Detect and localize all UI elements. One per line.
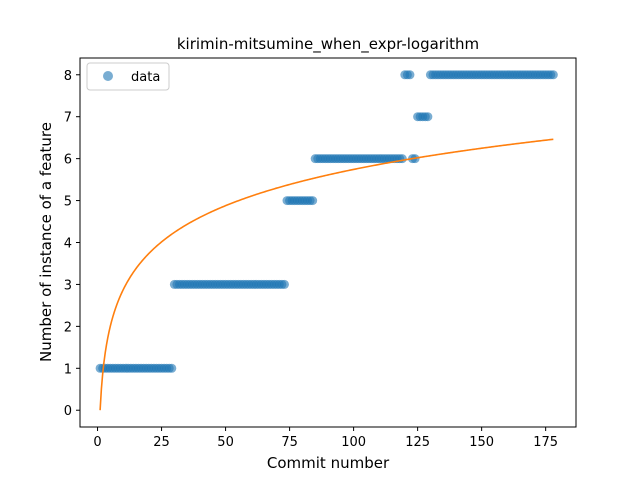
plot-area	[79, 57, 577, 428]
fit-line	[99, 138, 554, 411]
y-tick-label: 6	[64, 153, 72, 168]
legend-label-data: data	[131, 70, 160, 85]
x-axis-label: Commit number	[267, 454, 390, 472]
x-tick-label: 0	[93, 435, 101, 450]
y-tick-label: 5	[64, 195, 72, 210]
x-tick-label: 50	[217, 435, 234, 450]
y-axis-label: Number of instance of a feature	[37, 122, 55, 362]
x-tick-label: 75	[281, 435, 298, 450]
data-point	[279, 279, 289, 289]
data-point	[308, 196, 318, 206]
series-data	[95, 70, 558, 373]
y-axis: 0 1 2 3 4 5 6 7 8	[64, 69, 80, 419]
x-tick-label: 175	[533, 435, 558, 450]
y-tick-label: 7	[64, 111, 72, 126]
y-tick-label: 1	[64, 362, 72, 377]
x-tick-label: 100	[341, 435, 366, 450]
x-tick-label: 150	[469, 435, 494, 450]
y-tick-label: 2	[64, 320, 72, 335]
y-tick-label: 0	[64, 404, 72, 419]
legend-box	[86, 62, 170, 91]
y-tick-label: 4	[64, 237, 72, 252]
y-tick-label: 8	[64, 69, 72, 84]
y-tick-label: 3	[64, 278, 72, 293]
data-point	[405, 70, 415, 80]
data-point	[548, 70, 558, 80]
x-tick-label: 125	[405, 435, 430, 450]
data-point	[167, 363, 177, 373]
x-axis: 0 25 50 75 100 125 150 175	[93, 427, 558, 450]
x-tick-label: 25	[153, 435, 170, 450]
data-point	[397, 154, 407, 164]
data-point	[423, 112, 433, 122]
chart-title: kirimin-mitsumine_when_expr-logarithm	[177, 35, 479, 54]
legend: data	[86, 62, 170, 91]
legend-marker-data	[103, 71, 113, 81]
